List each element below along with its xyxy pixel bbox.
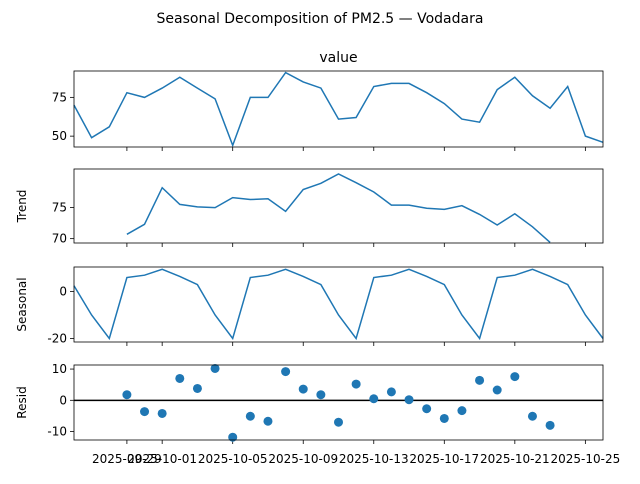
- resid-point: [369, 394, 379, 404]
- resid-point: [422, 404, 432, 414]
- y-axis-label: Resid: [15, 386, 29, 418]
- resid-point: [439, 413, 449, 423]
- y-tick-label: 0: [59, 285, 67, 299]
- resid-point: [404, 395, 414, 405]
- figure-suptitle: Seasonal Decomposition of PM2.5 — Vodada…: [157, 11, 484, 27]
- series-line: [73, 71, 604, 148]
- y-tick-label: 50: [52, 129, 67, 143]
- x-tick-label: 2025-10-01: [127, 452, 197, 466]
- x-tick-label: 2025-10-25: [550, 452, 620, 466]
- resid-point: [122, 390, 132, 400]
- y-tick-label: 70: [52, 232, 67, 246]
- panel-2: Trend 70 75: [15, 168, 604, 247]
- y-axis-label: Trend: [15, 190, 29, 224]
- x-tick-label: 2025-09-29: [92, 452, 162, 466]
- resid-point: [192, 383, 202, 393]
- y-tick-label: 75: [52, 90, 67, 104]
- y-tick-label: -10: [47, 425, 67, 439]
- axes-frame: [73, 364, 604, 441]
- resid-point: [140, 407, 150, 417]
- axes-frame: [73, 70, 604, 148]
- resid-point: [175, 373, 185, 383]
- resid-point: [228, 432, 238, 442]
- axes-frame: [73, 168, 604, 244]
- resid-point: [386, 387, 396, 397]
- resid-point: [457, 406, 467, 416]
- resid-point: [492, 385, 502, 395]
- panel-3: Seasonal -20 0: [15, 266, 604, 346]
- resid-point: [210, 363, 220, 373]
- resid-point: [157, 408, 167, 418]
- y-tick-label: 75: [52, 201, 67, 215]
- resid-point: [351, 379, 361, 389]
- x-tick-label: 2025-10-17: [409, 452, 479, 466]
- resid-point: [245, 411, 255, 421]
- resid-point: [281, 367, 291, 377]
- resid-point: [475, 375, 485, 385]
- x-tick-label: 2025-10-05: [198, 452, 268, 466]
- panel-title: value: [319, 50, 357, 66]
- resid-point: [298, 384, 308, 394]
- resid-point: [527, 411, 537, 421]
- x-tick-label: 2025-10-21: [480, 452, 550, 466]
- series-line: [73, 268, 604, 341]
- y-tick-label: -20: [47, 331, 67, 345]
- y-tick-label: 10: [52, 362, 67, 376]
- resid-point: [545, 420, 555, 430]
- axes-frame: [73, 266, 604, 343]
- series-line: [126, 173, 551, 243]
- y-axis-label: Seasonal: [15, 277, 29, 331]
- resid-point: [263, 416, 273, 426]
- resid-point: [510, 372, 520, 382]
- resid-point: [316, 390, 326, 400]
- y-tick-label: 0: [59, 393, 67, 407]
- x-tick-label: 2025-10-13: [339, 452, 409, 466]
- resid-point: [334, 417, 343, 427]
- x-tick-label: 2025-10-09: [268, 452, 338, 466]
- panel-1: value 50 75: [52, 50, 604, 151]
